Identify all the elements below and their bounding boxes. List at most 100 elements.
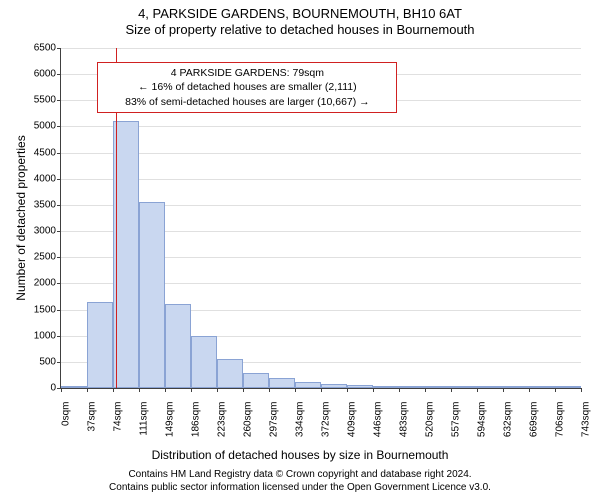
y-tick-label: 6000 (16, 69, 56, 80)
y-tick-mark (57, 100, 61, 101)
x-axis-label: Distribution of detached houses by size … (0, 448, 600, 462)
x-tick-mark (399, 388, 400, 392)
y-tick-label: 3500 (16, 199, 56, 210)
x-tick-label: 669sqm (529, 402, 540, 452)
y-tick-mark (57, 74, 61, 75)
x-tick-label: 297sqm (269, 402, 280, 452)
y-tick-mark (57, 362, 61, 363)
y-tick-label: 1000 (16, 330, 56, 341)
x-tick-mark (503, 388, 504, 392)
grid-line (61, 179, 581, 180)
page-subtitle: Size of property relative to detached ho… (0, 22, 600, 38)
x-tick-label: 74sqm (113, 402, 124, 452)
y-tick-mark (57, 48, 61, 49)
y-tick-mark (57, 126, 61, 127)
y-tick-label: 4500 (16, 147, 56, 158)
histogram-bar (321, 384, 347, 388)
x-tick-label: 409sqm (347, 402, 358, 452)
y-tick-mark (57, 257, 61, 258)
x-tick-mark (451, 388, 452, 392)
x-tick-mark (243, 388, 244, 392)
x-tick-label: 743sqm (581, 402, 592, 452)
histogram-chart: 0500100015002000250030003500400045005000… (60, 48, 580, 388)
x-tick-label: 557sqm (451, 402, 462, 452)
x-tick-label: 372sqm (321, 402, 332, 452)
x-tick-mark (555, 388, 556, 392)
page-title: 4, PARKSIDE GARDENS, BOURNEMOUTH, BH10 6… (0, 6, 600, 22)
y-axis-label: Number of detached properties (14, 135, 28, 300)
histogram-bar (269, 378, 295, 388)
y-tick-mark (57, 205, 61, 206)
histogram-bar (243, 373, 269, 388)
x-tick-mark (321, 388, 322, 392)
y-tick-label: 3000 (16, 226, 56, 237)
grid-line (61, 126, 581, 127)
histogram-bar (477, 386, 503, 388)
x-tick-mark (139, 388, 140, 392)
attribution-line-1: Contains HM Land Registry data © Crown c… (0, 468, 600, 481)
x-tick-mark (373, 388, 374, 392)
x-tick-label: 334sqm (295, 402, 306, 452)
y-tick-label: 4000 (16, 173, 56, 184)
histogram-bar (425, 386, 451, 388)
histogram-bar (61, 386, 87, 388)
y-tick-mark (57, 231, 61, 232)
x-tick-mark (425, 388, 426, 392)
y-tick-mark (57, 283, 61, 284)
histogram-bar (295, 382, 321, 388)
annotation-box: 4 PARKSIDE GARDENS: 79sqm← 16% of detach… (97, 62, 397, 113)
histogram-bar (399, 386, 425, 388)
histogram-bar (503, 386, 529, 388)
grid-line (61, 48, 581, 49)
x-tick-label: 0sqm (61, 402, 72, 452)
x-tick-mark (581, 388, 582, 392)
x-tick-label: 149sqm (165, 402, 176, 452)
x-tick-mark (113, 388, 114, 392)
histogram-bar (165, 304, 191, 388)
x-tick-label: 446sqm (373, 402, 384, 452)
y-tick-label: 5000 (16, 121, 56, 132)
attribution-line-2: Contains public sector information licen… (0, 481, 600, 494)
x-tick-label: 260sqm (243, 402, 254, 452)
y-tick-label: 2000 (16, 278, 56, 289)
attribution: Contains HM Land Registry data © Crown c… (0, 468, 600, 494)
histogram-bar (373, 386, 399, 388)
x-tick-label: 483sqm (399, 402, 410, 452)
x-tick-mark (347, 388, 348, 392)
y-tick-mark (57, 179, 61, 180)
y-tick-mark (57, 153, 61, 154)
grid-line (61, 153, 581, 154)
annotation-line-3: 83% of semi-detached houses are larger (… (104, 95, 390, 109)
x-tick-label: 706sqm (555, 402, 566, 452)
histogram-bar (555, 386, 581, 388)
x-tick-mark (529, 388, 530, 392)
x-tick-mark (191, 388, 192, 392)
x-tick-mark (295, 388, 296, 392)
y-tick-label: 6500 (16, 43, 56, 54)
x-tick-label: 186sqm (191, 402, 202, 452)
histogram-bar (191, 336, 217, 388)
histogram-bar (451, 386, 477, 388)
x-tick-label: 223sqm (217, 402, 228, 452)
x-tick-mark (165, 388, 166, 392)
annotation-line-2: ← 16% of detached houses are smaller (2,… (104, 80, 390, 94)
histogram-bar (139, 202, 165, 388)
histogram-bar (217, 359, 243, 388)
y-tick-label: 500 (16, 356, 56, 367)
x-tick-label: 520sqm (425, 402, 436, 452)
y-tick-mark (57, 336, 61, 337)
x-tick-label: 37sqm (87, 402, 98, 452)
plot-area: 0500100015002000250030003500400045005000… (60, 48, 581, 389)
y-tick-label: 2500 (16, 252, 56, 263)
y-tick-mark (57, 310, 61, 311)
annotation-line-1: 4 PARKSIDE GARDENS: 79sqm (104, 66, 390, 80)
y-tick-label: 5500 (16, 95, 56, 106)
histogram-bar (347, 385, 373, 388)
y-tick-label: 0 (16, 383, 56, 394)
x-tick-mark (477, 388, 478, 392)
x-tick-label: 594sqm (477, 402, 488, 452)
x-tick-mark (217, 388, 218, 392)
x-tick-label: 632sqm (503, 402, 514, 452)
x-tick-mark (269, 388, 270, 392)
x-tick-label: 111sqm (139, 402, 150, 452)
